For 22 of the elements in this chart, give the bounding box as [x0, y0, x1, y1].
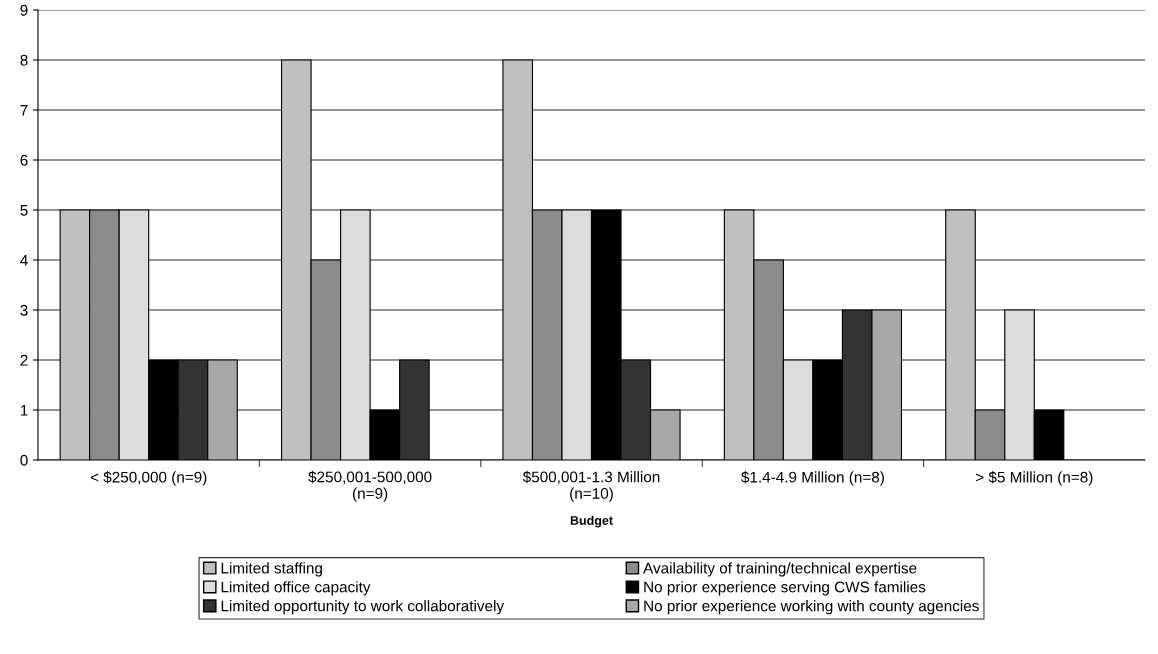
x-tick-label: $1.4-4.9 Million (n=8): [741, 471, 884, 486]
y-tick-label: 3: [20, 304, 28, 316]
x-axis-title: Budget: [570, 515, 613, 528]
y-tick-label: 7: [20, 105, 28, 116]
legend-label: Availability of training/technical expertise: [643, 562, 917, 577]
legend-label: Limited staffing: [221, 562, 322, 577]
x-tick-label: < $250,000 (n=9): [90, 471, 207, 486]
legend-label: No prior experience working with county agencies: [644, 600, 979, 615]
legend-label: No prior experience serving CWS families: [644, 581, 926, 596]
legend-label: Limited opportunity to work collaboratively: [221, 600, 505, 615]
y-tick-label: 4: [20, 255, 28, 266]
x-tick-label: $250,001-500,000 (n=9): [308, 470, 432, 502]
x-tick-label: > $5 Million (n=8): [976, 471, 1093, 486]
y-tick-label: 2: [20, 354, 28, 366]
x-tick-label: $500,001-1.3 Million (n=10): [522, 470, 660, 502]
y-tick-label: 0: [20, 454, 28, 466]
y-tick-label: 1: [20, 405, 28, 416]
y-tick-label: 9: [20, 4, 28, 16]
y-tick-label: 8: [20, 54, 28, 66]
legend-label: Limited office capacity: [221, 581, 371, 596]
y-tick-label: 5: [20, 205, 28, 216]
y-tick-label: 6: [20, 154, 28, 166]
